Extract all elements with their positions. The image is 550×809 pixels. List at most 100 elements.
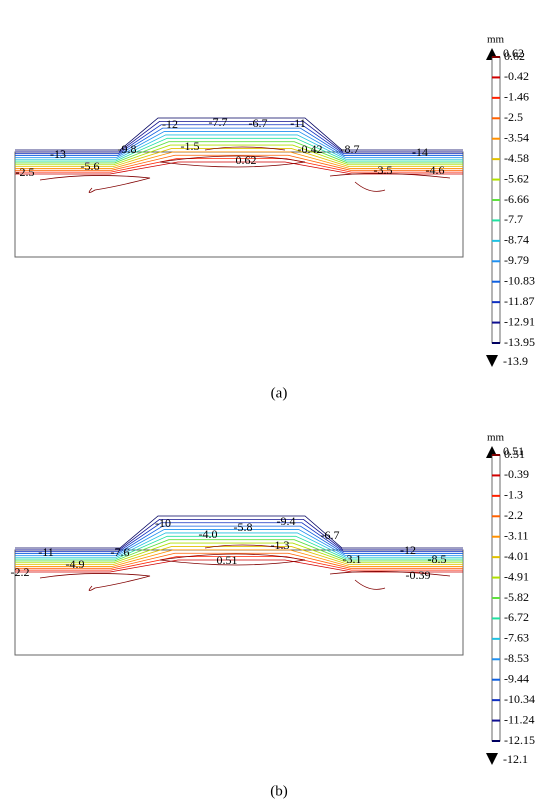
contour-line [15, 158, 463, 173]
contour-line [15, 525, 463, 554]
contour-line [15, 518, 463, 551]
contour-label: -11 [38, 545, 54, 559]
colorbar-label: -0.39 [504, 467, 529, 481]
colorbar-label: -11.87 [504, 294, 535, 308]
contour-label: -12 [400, 543, 416, 557]
contour-label: -4.6 [426, 163, 445, 177]
colorbar-label: -0.42 [504, 69, 529, 83]
colorbar-label: -12.91 [504, 314, 535, 328]
colorbar-label: -6.66 [504, 192, 529, 206]
contour-label: -0.39 [406, 568, 431, 582]
contour-label: -4.9 [66, 557, 85, 571]
contour-label: -3.1 [343, 552, 362, 566]
colorbar-label: -7.7 [504, 212, 523, 226]
contour-label: -4.0 [199, 527, 218, 541]
colorbar-unit: mm [487, 432, 505, 444]
contour-label: 0.51 [217, 553, 238, 567]
contour-line [15, 556, 463, 571]
contour-line [39, 544, 451, 591]
contour-line [15, 529, 463, 556]
contour-line [15, 124, 463, 155]
contour-label: -7.6 [111, 545, 130, 559]
contour-line [15, 546, 463, 566]
colorbar-label: -2.5 [504, 110, 523, 124]
contour-line [15, 535, 463, 560]
colorbar-label: -1.46 [504, 90, 529, 104]
colorbar-label: -5.82 [504, 590, 529, 604]
contour-label: -6.7 [321, 528, 340, 542]
colorbar-label: -7.63 [504, 631, 529, 645]
contour-line [15, 131, 463, 158]
colorbar-label: -4.58 [504, 151, 529, 165]
contour-label: -14 [412, 145, 428, 159]
contour-label: -5.6 [81, 159, 100, 173]
contour-label: -1.3 [271, 538, 290, 552]
colorbar-label: -2.2 [504, 508, 523, 522]
contour-line [15, 134, 463, 160]
contour-line [15, 539, 463, 562]
contour-line [15, 161, 463, 175]
contour-line [15, 127, 463, 156]
contour-line [15, 137, 463, 162]
contour-label: -6.7 [249, 116, 268, 130]
colorbar-label: -4.91 [504, 569, 529, 583]
contour-label: -1.5 [181, 139, 200, 153]
contour-label: 0.62 [236, 153, 257, 167]
colorbar-label: -1.3 [504, 488, 523, 502]
contour-line [15, 542, 463, 564]
caption: (a) [271, 385, 288, 401]
colorbar-label: 0.51 [504, 447, 525, 461]
colorbar-label: -12.15 [504, 733, 535, 747]
colorbar-label: -10.83 [504, 273, 535, 287]
colorbar-min: -13.9 [503, 354, 528, 368]
contour-label: -13 [50, 147, 66, 161]
colorbar-label: 0.62 [504, 49, 525, 63]
colorbar-label: -10.34 [504, 692, 535, 706]
contour-line [15, 532, 463, 558]
contour-label: -9.4 [277, 514, 296, 528]
contour-label: -3.5 [374, 163, 393, 177]
contour-line [15, 552, 463, 569]
contour-line [15, 120, 463, 153]
colorbar-label: -8.74 [504, 233, 529, 247]
contour-line [15, 117, 463, 151]
contour-label: -2.5 [16, 165, 35, 179]
contour-line [15, 515, 463, 549]
colorbar-label: -5.62 [504, 171, 529, 185]
colorbar-label: -4.01 [504, 549, 529, 563]
contour-label: -11 [290, 116, 306, 130]
contour-line [15, 148, 463, 168]
contour-label: -7.7 [209, 115, 228, 129]
colorbar-label: -11.24 [504, 712, 535, 726]
colorbar-unit: mm [487, 34, 505, 46]
contour-label: -5.8 [234, 520, 253, 534]
colorbar-label: -3.54 [504, 130, 529, 144]
colorbar-label: -9.44 [504, 671, 529, 685]
colorbar-max: 0.51 [503, 444, 524, 458]
contour-line [15, 549, 463, 567]
contour-label: -8.7 [341, 142, 360, 156]
contour-label: -10 [155, 516, 171, 530]
contour-line [15, 151, 463, 169]
contour-label: -2.2 [11, 565, 30, 579]
min-triangle [486, 753, 498, 765]
panel: -10 -9.4 -5.8 -4.0 -6.7 -11 -7.6 -1.3 -12 -8.5 -2.… [11, 432, 536, 800]
caption: (b) [270, 783, 288, 799]
colorbar-label: -3.11 [504, 528, 529, 542]
contour-line [15, 144, 463, 166]
colorbar-label: -13.95 [504, 335, 535, 349]
contour-label: -9.8 [118, 142, 137, 156]
colorbar-label: -9.79 [504, 253, 529, 267]
colorbar-label: -6.72 [504, 610, 529, 624]
panel: -12 -7.7 -6.7 -11 -13 -9.8 -1.5 -0.42 -8.7 -14 0.6… [14, 34, 535, 401]
colorbar-max: 0.62 [503, 46, 524, 60]
colorbar-min: -12.1 [503, 752, 528, 766]
contour-line [15, 154, 463, 171]
contour-label: -8.5 [428, 552, 447, 566]
contour-line [15, 522, 463, 553]
contour-line [15, 559, 463, 573]
contour-line [15, 141, 463, 164]
contour-label: -0.42 [298, 142, 323, 156]
colorbar-label: -8.53 [504, 651, 529, 665]
